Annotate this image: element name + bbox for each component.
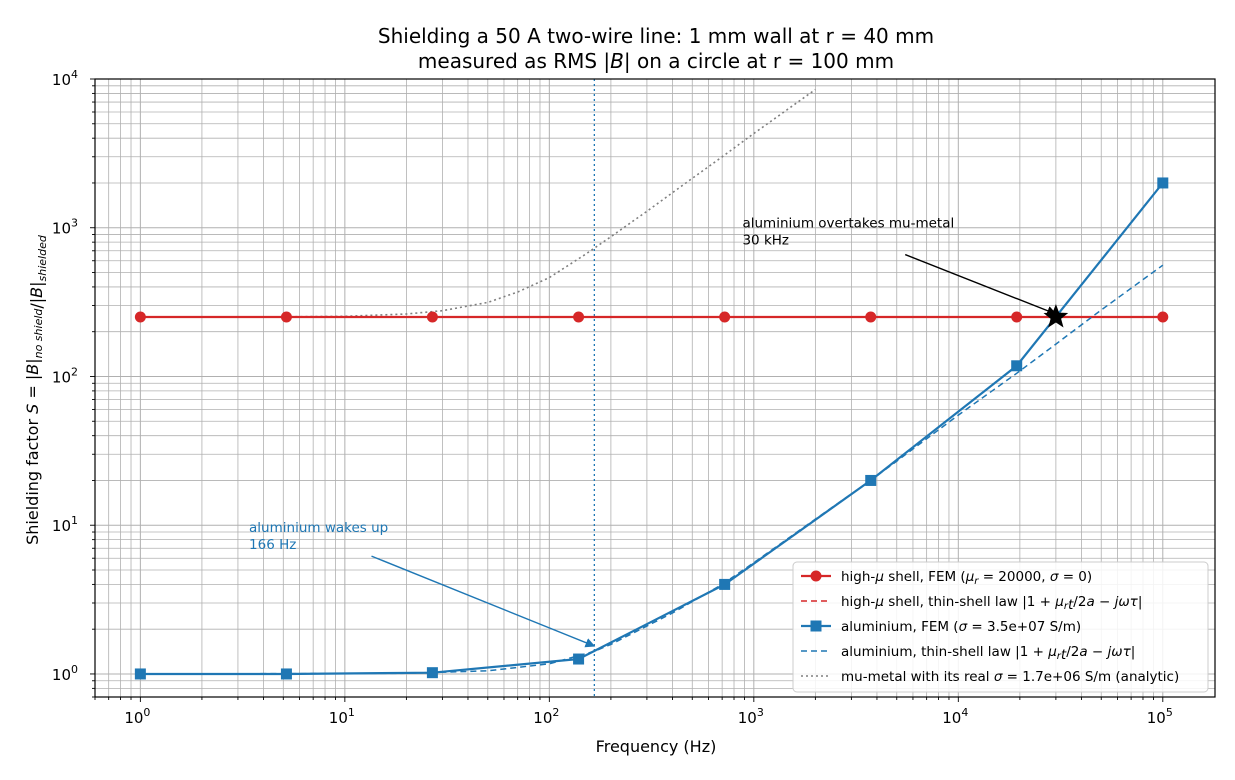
ticks: 100 101 102 103 104 105 100 101 102 103 104 xyxy=(52,68,1173,727)
annotation-wakeup-arrow xyxy=(371,555,596,648)
point-aluminium-fem xyxy=(573,653,585,665)
x-tick-label: 100 xyxy=(124,706,150,727)
chart-title-line1: Shielding a 50 A two-wire line: 1 mm wal… xyxy=(378,24,934,48)
series-layer xyxy=(134,79,1169,697)
legend-box xyxy=(792,561,1209,693)
legend-label: high-μ shell, thin-shell law |1 + μrt/2a… xyxy=(841,594,1142,613)
point-high-mu-fem xyxy=(865,311,877,323)
point-high-mu-fem xyxy=(1157,311,1169,323)
y-tick-label: 104 xyxy=(52,68,78,89)
point-high-mu-fem xyxy=(1011,311,1023,323)
y-axis-label: Shielding factor S = |B|no shield/|B|shi… xyxy=(23,234,49,545)
x-tick-label: 102 xyxy=(533,706,559,727)
y-tick-label: 102 xyxy=(52,365,78,386)
annotation-wakeup-line1: aluminium wakes up xyxy=(249,520,388,536)
axes-frame xyxy=(94,78,1216,698)
legend-label: high-μ shell, FEM (μr = 20000, σ = 0) xyxy=(841,569,1092,587)
point-high-mu-fem xyxy=(719,311,731,323)
point-aluminium-fem xyxy=(1011,360,1023,372)
y-tick-label: 100 xyxy=(52,663,78,684)
legend-label: aluminium, thin-shell law |1 + μrt/2a − … xyxy=(841,644,1135,663)
point-aluminium-fem xyxy=(280,668,292,680)
legend: high-μ shell, FEM (μr = 20000, σ = 0) hig… xyxy=(792,561,1209,693)
point-high-mu-fem xyxy=(134,311,146,323)
annotation-crossover-line1: aluminium overtakes mu-metal xyxy=(742,216,954,232)
chart-title-line2: measured as RMS |B| on a circle at r = 1… xyxy=(418,49,894,73)
point-aluminium-fem xyxy=(426,667,438,679)
point-high-mu-fem xyxy=(280,311,292,323)
y-tick-label: 103 xyxy=(52,217,78,238)
x-tick-label: 101 xyxy=(329,706,355,727)
x-tick-label: 103 xyxy=(738,706,764,727)
x-axis-label: Frequency (Hz) xyxy=(596,737,717,756)
point-high-mu-fem xyxy=(426,311,438,323)
crossover-star-marker xyxy=(1043,304,1069,328)
point-aluminium-fem xyxy=(1157,177,1169,189)
point-high-mu-fem xyxy=(573,311,585,323)
point-aluminium-fem xyxy=(719,578,731,590)
legend-swatch-marker xyxy=(810,570,822,582)
legend-swatch-marker xyxy=(810,620,822,632)
annotation-crossover-line2: 30 kHz xyxy=(742,233,789,249)
point-aluminium-fem xyxy=(865,474,877,486)
legend-label: mu-metal with its real σ = 1.7e+06 S/m (… xyxy=(841,669,1179,685)
legend-label: aluminium, FEM (σ = 3.5e+07 S/m) xyxy=(841,619,1081,635)
series-aluminium-fem xyxy=(140,182,1164,676)
x-tick-label: 105 xyxy=(1147,706,1173,727)
x-tick-label: 104 xyxy=(942,706,968,727)
series-mu-metal-analytic xyxy=(140,88,816,318)
annotation-wakeup-line2: 166 Hz xyxy=(249,537,296,553)
point-aluminium-fem xyxy=(134,668,146,680)
y-tick-label: 101 xyxy=(52,514,78,535)
annotation-crossover-arrow xyxy=(904,253,1057,316)
